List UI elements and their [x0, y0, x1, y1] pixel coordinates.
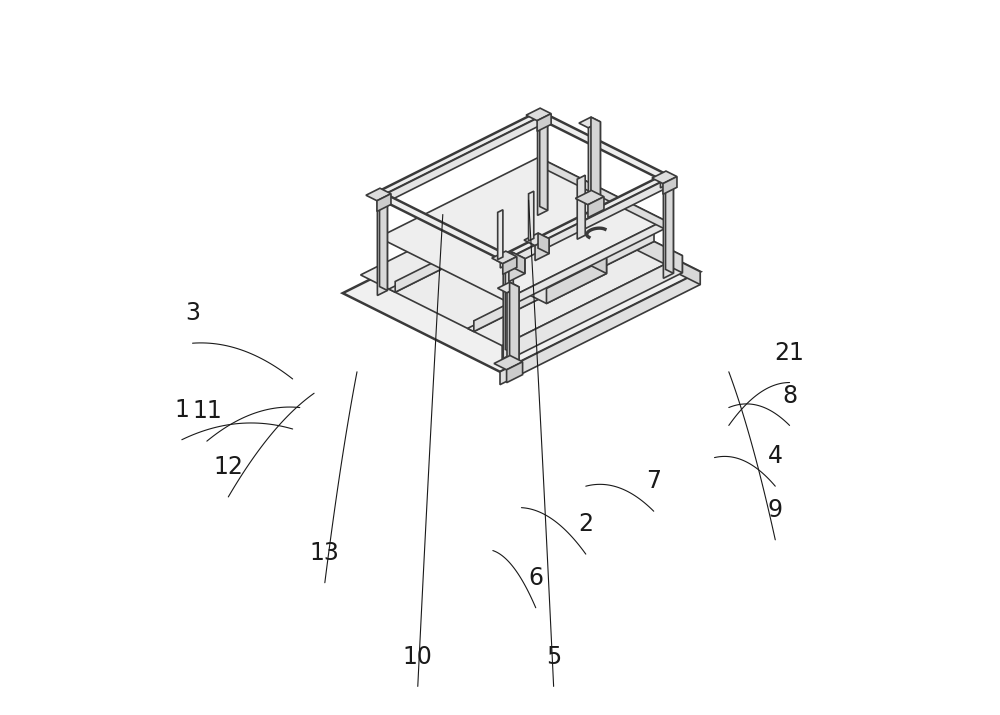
Polygon shape [543, 193, 700, 285]
Polygon shape [509, 259, 525, 282]
Polygon shape [535, 239, 549, 261]
Polygon shape [498, 282, 519, 293]
Polygon shape [382, 116, 542, 204]
Polygon shape [588, 197, 604, 217]
Polygon shape [502, 256, 682, 363]
Polygon shape [498, 209, 503, 260]
Polygon shape [504, 220, 664, 309]
Polygon shape [366, 188, 391, 201]
Polygon shape [495, 253, 513, 262]
Polygon shape [652, 171, 677, 184]
Polygon shape [343, 193, 700, 372]
Polygon shape [395, 192, 575, 292]
Polygon shape [370, 190, 387, 199]
Polygon shape [505, 253, 513, 353]
Polygon shape [377, 194, 387, 295]
Text: 13: 13 [310, 541, 340, 565]
Polygon shape [539, 157, 664, 229]
Text: 12: 12 [213, 455, 243, 479]
Polygon shape [496, 252, 525, 267]
Polygon shape [538, 114, 548, 215]
Text: 3: 3 [185, 301, 200, 325]
Polygon shape [375, 113, 542, 196]
Polygon shape [575, 190, 604, 204]
Polygon shape [579, 117, 600, 128]
Text: 10: 10 [403, 644, 433, 669]
Polygon shape [541, 185, 682, 273]
Text: 4: 4 [768, 444, 783, 468]
Polygon shape [524, 233, 549, 246]
Polygon shape [530, 110, 548, 119]
Polygon shape [660, 175, 668, 188]
Polygon shape [484, 242, 607, 304]
Text: 21: 21 [775, 340, 805, 365]
Text: 1: 1 [174, 398, 189, 422]
Polygon shape [546, 259, 607, 304]
Polygon shape [537, 114, 551, 132]
Polygon shape [507, 287, 519, 368]
Polygon shape [540, 110, 548, 210]
Polygon shape [663, 177, 677, 194]
Polygon shape [588, 122, 600, 203]
Polygon shape [500, 272, 700, 385]
Polygon shape [507, 179, 668, 267]
Text: 7: 7 [646, 469, 661, 493]
Polygon shape [666, 173, 673, 273]
Polygon shape [501, 176, 668, 259]
Polygon shape [361, 185, 682, 346]
Polygon shape [378, 157, 664, 300]
Polygon shape [512, 252, 525, 274]
Polygon shape [503, 257, 517, 275]
Polygon shape [492, 251, 517, 264]
Polygon shape [507, 362, 523, 383]
Polygon shape [374, 192, 508, 260]
Polygon shape [389, 199, 575, 292]
Polygon shape [656, 173, 673, 182]
Polygon shape [577, 175, 585, 240]
Text: 6: 6 [528, 566, 543, 590]
Polygon shape [544, 227, 607, 274]
Polygon shape [494, 355, 523, 370]
Polygon shape [503, 257, 513, 358]
Polygon shape [663, 177, 673, 278]
Text: 9: 9 [768, 498, 783, 522]
Polygon shape [591, 117, 600, 197]
Polygon shape [529, 191, 534, 241]
Polygon shape [377, 194, 391, 212]
Text: 11: 11 [192, 399, 222, 423]
Polygon shape [468, 238, 654, 332]
Polygon shape [538, 233, 549, 254]
Polygon shape [526, 108, 551, 121]
Text: 5: 5 [546, 644, 561, 669]
Polygon shape [535, 112, 668, 179]
Polygon shape [474, 231, 654, 332]
Text: 8: 8 [782, 383, 797, 408]
Polygon shape [510, 282, 519, 362]
Text: 2: 2 [578, 512, 593, 536]
Polygon shape [500, 255, 508, 268]
Polygon shape [380, 190, 387, 290]
